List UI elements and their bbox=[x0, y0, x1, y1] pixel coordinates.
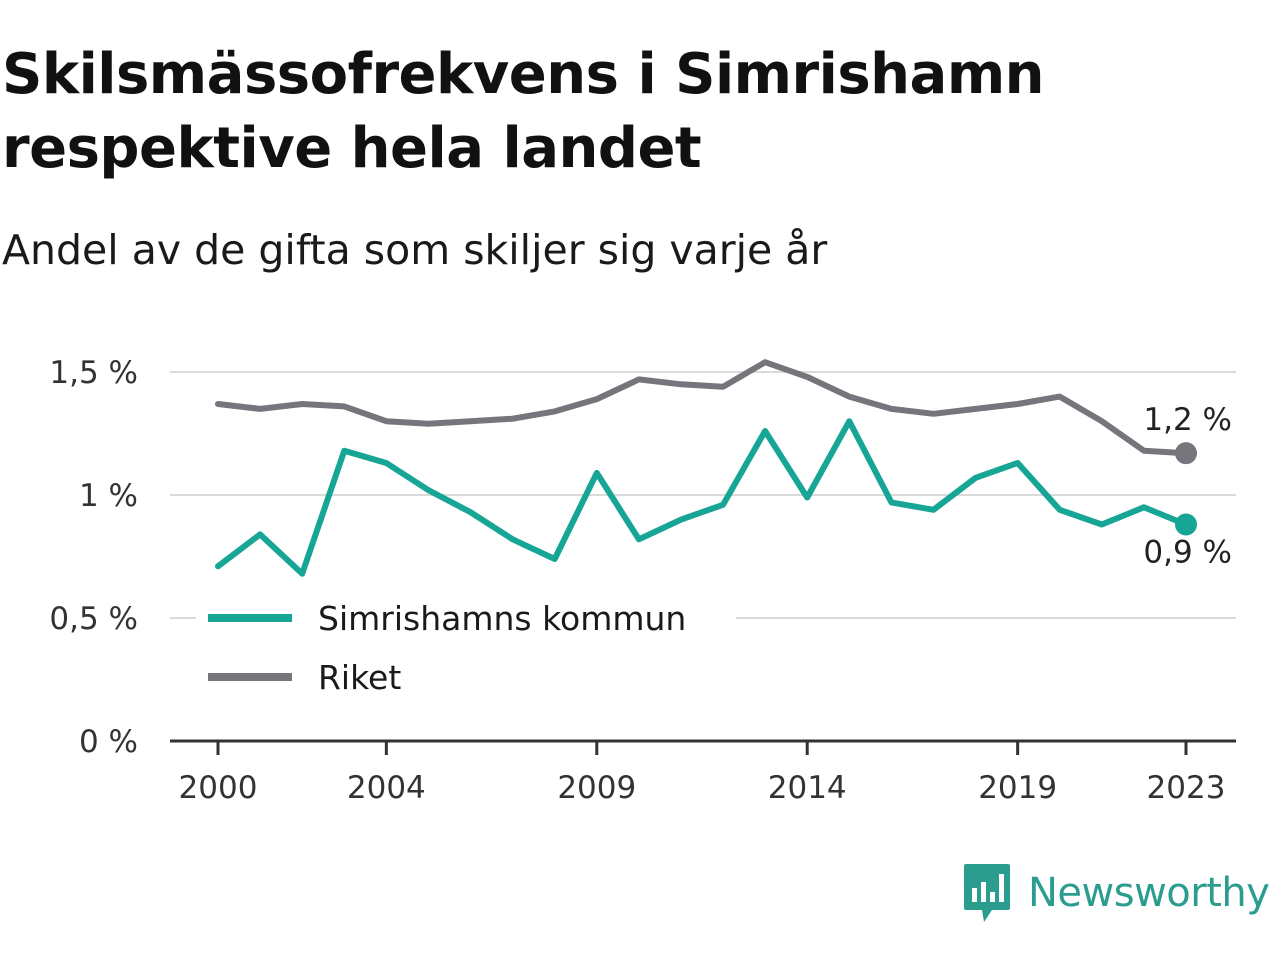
chart-title-line-1: Skilsmässofrekvens i Simrishamn bbox=[2, 42, 1045, 107]
x-tick-label: 2014 bbox=[768, 770, 847, 806]
legend: Simrishamns kommun Riket bbox=[196, 592, 736, 697]
x-tick-label: 2023 bbox=[1147, 770, 1226, 806]
y-tick-label: 0 % bbox=[79, 724, 138, 760]
y-tick-label: 1 % bbox=[79, 478, 138, 514]
chart-title-line-2: respektive hela landet bbox=[2, 116, 702, 181]
series-end-point bbox=[1175, 513, 1197, 536]
axes: 0 % 0,5 % 1 % 1,5 % 2000 2004 2009 2014 2019 2023 bbox=[49, 355, 1236, 806]
y-tick-label: 1,5 % bbox=[49, 355, 138, 391]
line-chart: 0 % 0,5 % 1 % 1,5 % 2000 2004 2009 2014 2019 2023… bbox=[49, 355, 1236, 806]
series-line bbox=[215, 359, 1189, 457]
series-lines bbox=[215, 359, 1197, 577]
series-end-label: 0,9 % bbox=[1143, 535, 1232, 571]
y-tick-label: 0,5 % bbox=[49, 601, 138, 637]
x-tick-label: 2009 bbox=[557, 770, 636, 806]
newsworthy-brand: Newsworthy bbox=[962, 862, 1270, 924]
series-end-label: 1,2 % bbox=[1143, 402, 1232, 438]
x-tick-label: 2019 bbox=[978, 770, 1057, 806]
legend-label: Riket bbox=[318, 658, 401, 697]
chart-subtitle: Andel av de gifta som skiljer sig varje … bbox=[2, 226, 828, 274]
x-tick-label: 2000 bbox=[179, 770, 258, 806]
legend-label: Simrishamns kommun bbox=[318, 599, 686, 638]
newsworthy-wordmark: Newsworthy bbox=[1028, 870, 1270, 916]
x-tick-label: 2004 bbox=[347, 770, 426, 806]
series-line bbox=[215, 418, 1189, 577]
end-labels: 0,9 % 1,2 % bbox=[1143, 402, 1232, 570]
chart-title: Skilsmässofrekvens i Simrishamn respekti… bbox=[2, 38, 1202, 186]
newsworthy-logo-icon bbox=[964, 864, 1010, 922]
series-end-point bbox=[1175, 442, 1197, 465]
